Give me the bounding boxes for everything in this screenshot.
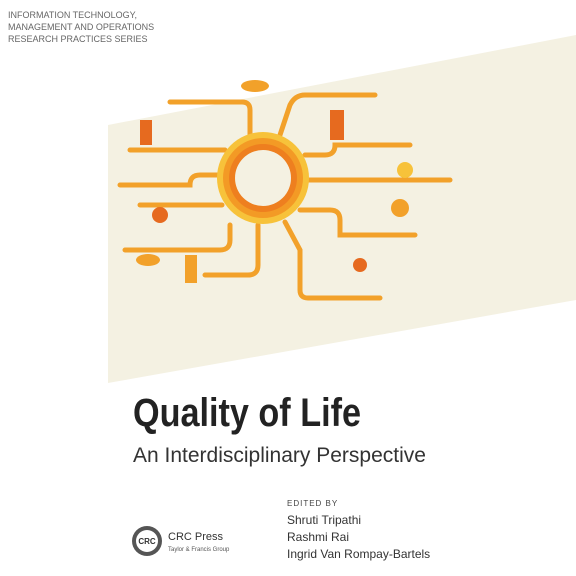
icon: [353, 258, 367, 272]
publisher-name: CRC Press: [168, 531, 224, 543]
arrow: [282, 219, 383, 301]
series-line: RESEARCH PRACTICES SERIES: [8, 34, 148, 44]
series-line: INFORMATION TECHNOLOGY,: [8, 10, 137, 20]
arrow: [302, 142, 413, 158]
icon: [391, 199, 409, 217]
icon: [140, 120, 152, 145]
logo-text: CRC: [138, 537, 156, 546]
arrow: [122, 222, 233, 253]
series-line: MANAGEMENT AND OPERATIONS: [8, 22, 154, 32]
title: Quality of Life: [133, 391, 361, 435]
illustration: [117, 80, 453, 301]
arrow: [167, 99, 253, 138]
icon: [241, 80, 269, 92]
editor-name: Rashmi Rai: [287, 530, 349, 544]
arrow: [297, 207, 418, 238]
icon: [136, 254, 160, 266]
subtitle: An Interdisciplinary Perspective: [133, 444, 426, 467]
arrow: [202, 222, 261, 278]
editor-name: Shruti Tripathi: [287, 513, 361, 527]
icon: [330, 110, 344, 140]
cream-panel: [108, 35, 576, 383]
ring: [235, 150, 291, 206]
arrow: [277, 92, 378, 138]
series: INFORMATION TECHNOLOGY, MANAGEMENT AND O…: [8, 10, 154, 44]
editor-name: Ingrid Van Rompay-Bartels: [287, 547, 430, 561]
publisher-group: Taylor & Francis Group: [168, 547, 230, 553]
icon: [185, 255, 197, 283]
icon: [397, 162, 413, 178]
icon: [152, 207, 168, 223]
publisher-logo: [136, 530, 158, 552]
editors-label: EDITED BY: [287, 499, 338, 508]
arrow: [117, 172, 221, 188]
